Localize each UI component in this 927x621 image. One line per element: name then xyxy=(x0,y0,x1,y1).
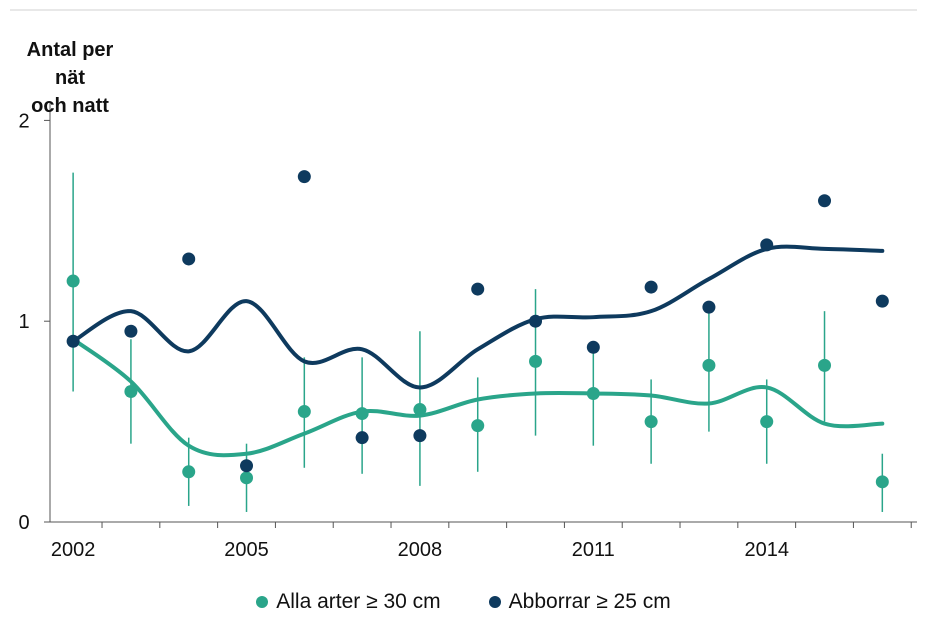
data-point-1 xyxy=(355,431,369,445)
x-tick-label: 2005 xyxy=(224,539,269,561)
data-point-1 xyxy=(471,282,485,296)
trend-line-1 xyxy=(71,244,885,390)
data-point-1 xyxy=(586,340,600,354)
data-point-1 xyxy=(240,459,254,473)
data-point-0 xyxy=(355,407,369,421)
x-tick-label: 2011 xyxy=(572,539,615,561)
data-point-0 xyxy=(182,465,196,479)
data-point-0 xyxy=(760,415,774,429)
data-point-1 xyxy=(529,314,543,328)
data-point-1 xyxy=(66,334,80,348)
data-point-1 xyxy=(413,429,427,443)
legend-label-abborrar: Abborrar ≥ 25 cm xyxy=(508,590,671,613)
y-axis-label-line2: och natt xyxy=(31,95,109,117)
data-points xyxy=(66,170,889,489)
y-tick-label: 0 xyxy=(18,512,29,534)
data-point-0 xyxy=(124,384,138,398)
legend-label-alla-arter: Alla arter ≥ 30 cm xyxy=(276,590,441,613)
data-point-1 xyxy=(702,300,716,314)
data-point-0 xyxy=(818,358,832,372)
x-tick-label: 2002 xyxy=(51,539,96,561)
data-point-1 xyxy=(297,170,311,184)
trend-line-0 xyxy=(71,337,885,458)
legend-marker-abborrar xyxy=(488,596,501,608)
data-point-0 xyxy=(529,354,543,368)
data-point-0 xyxy=(586,386,600,400)
data-point-0 xyxy=(471,419,485,433)
y-tick-label: 1 xyxy=(18,311,29,333)
data-point-1 xyxy=(760,238,774,252)
trend-lines xyxy=(71,244,885,458)
y-axis-label: Antal per nät och natt xyxy=(10,36,130,120)
error-bars xyxy=(72,172,884,512)
data-point-1 xyxy=(818,194,832,208)
data-point-1 xyxy=(875,294,889,308)
data-point-0 xyxy=(644,415,658,429)
data-point-1 xyxy=(124,324,138,338)
legend-marker-alla-arter xyxy=(256,596,269,608)
y-axis-label-line1: Antal per nät xyxy=(26,39,114,89)
x-tick-label: 2014 xyxy=(744,539,789,561)
data-point-1 xyxy=(644,280,658,294)
data-point-0 xyxy=(66,274,80,288)
data-point-0 xyxy=(702,358,716,372)
legend-item-abborrar: Abborrar ≥ 25 cm xyxy=(488,590,671,614)
legend: Alla arter ≥ 30 cm Abborrar ≥ 25 cm xyxy=(0,590,927,614)
data-point-0 xyxy=(875,475,889,489)
data-point-0 xyxy=(297,405,311,419)
legend-item-alla-arter: Alla arter ≥ 30 cm xyxy=(256,590,441,614)
axes: 0 1 2 2002 2005 2008 2011 2014 xyxy=(18,103,917,561)
x-tick-label: 2008 xyxy=(398,539,443,561)
y-tick-label: 2 xyxy=(18,110,29,132)
data-point-1 xyxy=(182,252,196,266)
data-point-0 xyxy=(240,471,254,485)
data-point-0 xyxy=(413,403,427,417)
